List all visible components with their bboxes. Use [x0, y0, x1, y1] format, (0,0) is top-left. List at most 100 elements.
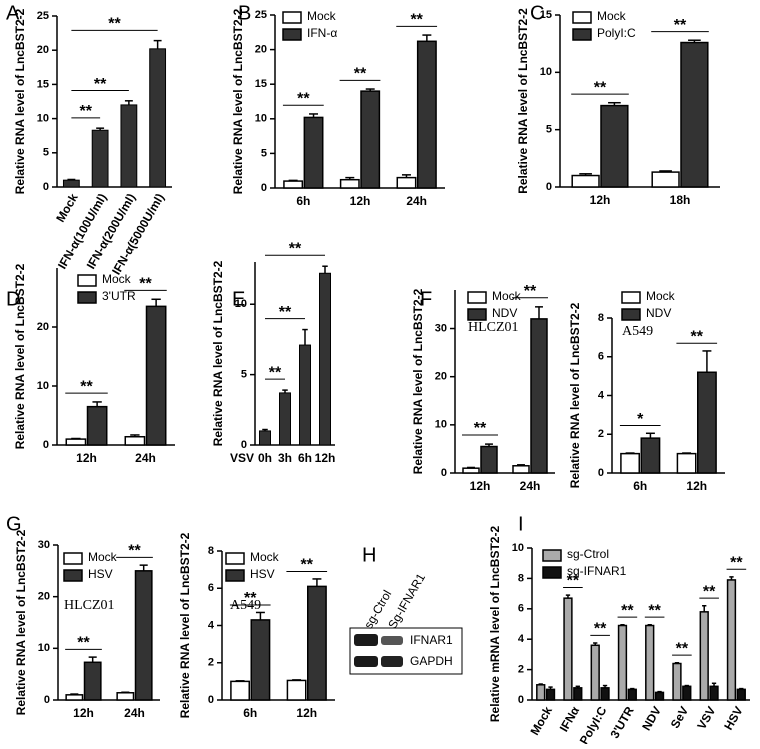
legend-swatch: [282, 11, 302, 24]
bar: [307, 585, 327, 701]
y-tick-label: 25: [37, 10, 49, 22]
bar: [124, 435, 146, 446]
bar: [120, 104, 138, 188]
panel-note: HLCZ01: [468, 320, 519, 335]
y-axis-label: Relative RNA level of LncBST2-2: [13, 8, 27, 194]
y-tick-label: 10: [37, 380, 49, 392]
y-tick-label: 20: [37, 321, 49, 333]
bar: [600, 104, 629, 188]
y-tick-label: 30: [38, 539, 50, 551]
y-tick-label: 10: [540, 66, 552, 78]
x-tick-label: HSV: [721, 704, 745, 732]
panel-note: A549: [230, 598, 261, 613]
x-tick-label: 0h: [258, 451, 272, 465]
y-tick-label: 8: [518, 572, 524, 584]
y-tick-label: 6: [518, 603, 524, 615]
y-tick-label: 2: [518, 664, 524, 676]
significance-label: **: [524, 283, 537, 300]
y-tick-label: 10: [435, 419, 447, 431]
panel-note: A549: [622, 324, 653, 339]
legend-swatch: [542, 566, 562, 579]
significance-label: **: [297, 91, 310, 108]
bar: [250, 619, 271, 701]
legend-swatch: [63, 569, 83, 582]
bar: [536, 684, 546, 701]
bar: [676, 452, 697, 474]
significance-label: **: [621, 602, 634, 619]
band: [381, 656, 403, 667]
legend-label: HSV: [250, 567, 275, 581]
x-tick-label: SeV: [668, 704, 691, 731]
y-tick-label: 5: [546, 124, 552, 136]
legend-swatch: [77, 291, 97, 304]
bar: [230, 680, 251, 701]
legend-label: Mock: [597, 9, 627, 23]
x-tick-label: 18h: [670, 193, 691, 207]
significance-label: **: [567, 573, 580, 590]
y-tick-label: 4: [518, 633, 525, 645]
y-tick-label: 20: [255, 44, 267, 56]
bar: [91, 129, 109, 188]
y-tick-label: 10: [235, 298, 247, 310]
y-tick-label: 0: [441, 467, 447, 479]
x-tick-label: 24h: [124, 706, 145, 720]
x-tick-label: 12h: [686, 479, 707, 493]
y-tick-label: 8: [598, 312, 604, 324]
bar: [299, 344, 311, 446]
y-tick-label: 25: [255, 9, 267, 21]
x-axis-label: VSV: [230, 451, 254, 465]
significance-label: **: [108, 16, 121, 33]
y-axis-label: Relative RNA level of LncBST2-2: [14, 529, 28, 715]
significance-label: **: [703, 583, 716, 600]
y-tick-label: 0: [546, 181, 552, 193]
significance-label: **: [244, 590, 257, 607]
x-tick-label: 12h: [315, 451, 336, 465]
y-tick-label: 0: [208, 694, 214, 706]
legend-label: Mock: [492, 289, 522, 303]
bar: [651, 171, 680, 188]
bar: [65, 438, 87, 446]
legend-swatch: [542, 549, 562, 562]
legend-swatch: [621, 308, 641, 321]
x-tick-label: 24h: [135, 451, 156, 465]
bar: [416, 40, 437, 189]
bar: [360, 90, 381, 189]
bar: [645, 624, 655, 701]
legend-swatch: [572, 11, 592, 24]
bar: [145, 305, 167, 446]
bar: [563, 597, 573, 701]
legend-swatch: [225, 552, 245, 565]
y-axis-label: Relative RNA level of LncBST2-2: [516, 8, 530, 194]
x-tick-label: 12h: [350, 194, 371, 208]
panel-letter: E: [232, 288, 245, 310]
x-tick-label: 6h: [633, 479, 647, 493]
y-tick-label: 2: [598, 428, 604, 440]
bar: [279, 392, 291, 446]
significance-label: **: [691, 328, 704, 345]
legend-swatch: [572, 28, 592, 41]
significance-label: **: [354, 66, 367, 83]
significance-label: **: [594, 621, 607, 638]
legend-label: Mock: [102, 272, 132, 286]
y-tick-label: 20: [435, 371, 447, 383]
y-axis-label: Relative mRNA level of LncBST2-2: [488, 526, 502, 723]
bar: [736, 688, 746, 701]
bar: [697, 371, 717, 474]
legend-label: sg-Ctrol: [567, 547, 609, 561]
legend-swatch: [63, 552, 83, 565]
bar: [134, 570, 153, 701]
y-axis-label: Relative RNA level of LncBST2-2: [178, 532, 192, 718]
bar: [590, 644, 600, 701]
bar: [339, 178, 360, 189]
significance-label: **: [269, 364, 282, 381]
y-tick-label: 8: [208, 545, 214, 557]
y-axis-label: Relative RNA level of LncBST2-2: [231, 8, 245, 194]
significance-label: **: [301, 557, 314, 574]
bar: [640, 437, 661, 474]
lane-label: Sg-IFNAR1: [385, 571, 428, 631]
